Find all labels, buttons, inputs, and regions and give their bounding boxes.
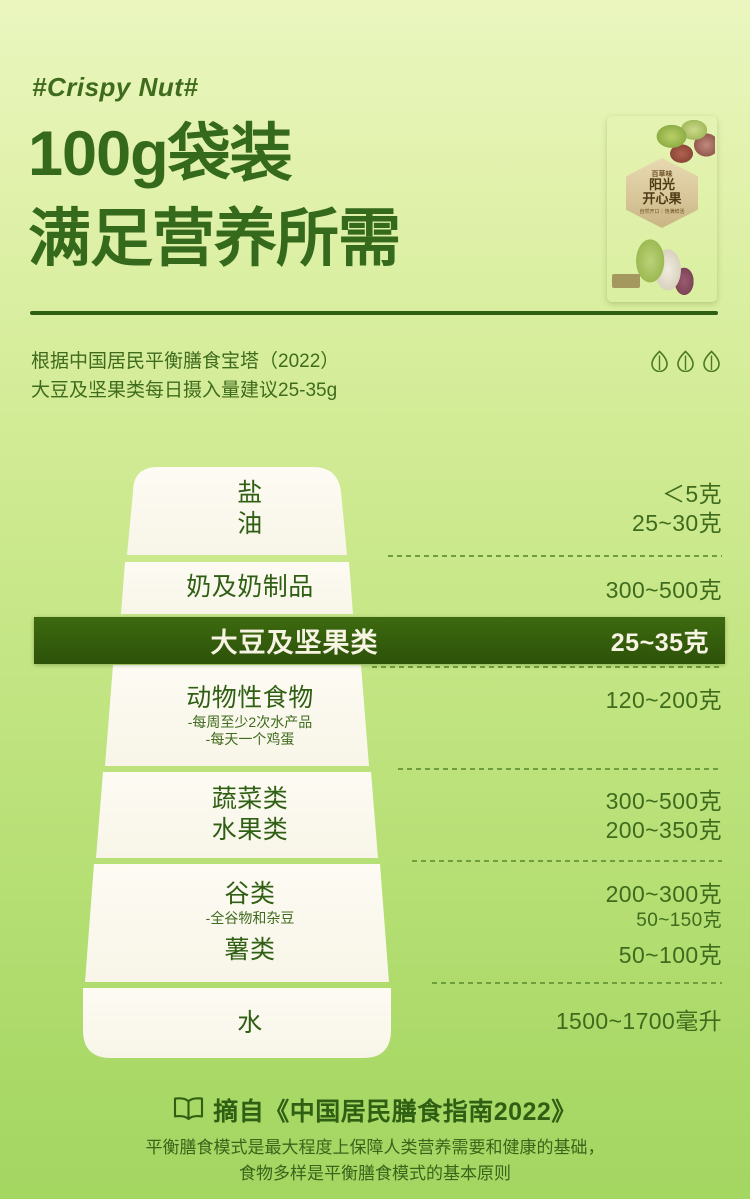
- citation-text: 摘自《中国居民膳食指南2022》: [213, 1098, 577, 1126]
- tier-vegetables-fruits-values: 300~500克 200~350克: [606, 787, 722, 845]
- leaf-icon: [651, 350, 668, 377]
- tier-water-values: 1500~1700毫升: [556, 1007, 722, 1036]
- pistachio-kernel-photo: [625, 234, 699, 298]
- footer-section: 摘自《中国居民膳食指南2022》 平衡膳食模式是最大程度上保障人类营养需要和健康…: [0, 1092, 750, 1188]
- tier-dairy-labels: 奶及奶制品: [0, 560, 500, 614]
- pyramid-shapes: [83, 467, 722, 1058]
- value: 300~500克: [605, 577, 722, 603]
- headline-line-1: 100g袋装: [28, 119, 293, 189]
- value: 25~30克: [632, 509, 722, 536]
- source-note: 根据中国居民平衡膳食宝塔（2022） 大豆及坚果类每日摄入量建议25-35g: [31, 348, 339, 406]
- citation-row: 摘自《中国居民膳食指南2022》: [0, 1092, 750, 1128]
- value: 50~100克: [618, 941, 722, 968]
- footer-note: 平衡膳食模式是最大程度上保障人类营养需要和健康的基础， 食物多样是平衡膳食模式的…: [0, 1135, 750, 1188]
- tier-grains-tubers-labels: 谷类 -全谷物和杂豆 薯类: [0, 863, 500, 982]
- headline-line-2: 满足营养所需: [28, 204, 401, 274]
- tier-animal-foods-labels: 动物性食物 -每周至少2次水产品 -每天一个鸡蛋: [0, 665, 500, 766]
- tier-water: 水: [0, 987, 500, 1060]
- product-package-image: 百草味 阳光 开心果 自然开口｜饱满鲜活: [607, 116, 717, 302]
- open-book-icon: [173, 1096, 204, 1125]
- value: 50~150克: [636, 909, 722, 931]
- leaf-icon: [677, 350, 694, 377]
- footer-note-line-1: 平衡膳食模式是最大程度上保障人类营养需要和健康的基础，: [145, 1138, 605, 1157]
- tier-label: 奶及奶制品: [186, 572, 314, 601]
- value: 120~200克: [605, 687, 722, 713]
- tier-grains-tubers: 谷类 -全谷物和杂豆 薯类: [0, 863, 500, 982]
- tier-label: 大豆及坚果类: [210, 628, 379, 658]
- tier-label: 水: [237, 1009, 263, 1038]
- hashtag-label: #Crispy Nut#: [32, 72, 199, 102]
- tier-salt-oil: 盐 油: [0, 462, 500, 555]
- tier-sublabel: -全谷物和杂豆: [205, 909, 295, 926]
- tier-salt-oil-labels: 盐 油: [0, 462, 500, 555]
- tier-label: 谷类: [224, 880, 276, 909]
- tier-grains-tubers-values: 200~300克 50~150克 50~100克: [606, 880, 722, 970]
- package-weight-badge: [612, 274, 640, 288]
- header-divider: [30, 311, 718, 315]
- food-pyramid-chart: 盐 油 ＜5克 25~30克 奶及奶制品 300~500克 动物性食物 -每周至…: [0, 462, 750, 1060]
- brand-name: 百草味: [651, 170, 673, 178]
- tier-water-labels: 水: [0, 987, 500, 1060]
- tier-label: 薯类: [224, 936, 276, 965]
- tier-animal-foods-values: 120~200克: [606, 686, 722, 715]
- value: ＜5克: [662, 481, 722, 507]
- product-name-line-2: 开心果: [642, 190, 682, 206]
- header-section: #Crispy Nut# 100g袋装 满足营养所需 百草味 阳光 开心果 自然…: [0, 0, 750, 330]
- tier-label: 盐: [237, 479, 263, 507]
- source-note-line-1: 根据中国居民平衡膳食宝塔（2022）: [31, 351, 340, 372]
- tier-soy-nuts-highlight: 大豆及坚果类 25~35克: [34, 617, 725, 664]
- tier-vegetables-fruits-labels: 蔬菜类 水果类: [0, 771, 500, 858]
- leaf-icon: [703, 350, 720, 377]
- footer-note-line-2: 食物多样是平衡膳食模式的基本原则: [239, 1164, 511, 1184]
- tier-sublabel: -每天一个鸡蛋: [205, 730, 295, 747]
- source-note-line-2: 大豆及坚果类每日摄入量建议25-35g: [31, 379, 338, 401]
- tier-vegetables-fruits: 蔬菜类 水果类: [0, 771, 500, 858]
- tier-animal-foods: 动物性食物 -每周至少2次水产品 -每天一个鸡蛋: [0, 665, 500, 766]
- value: 300~500克: [605, 788, 722, 814]
- tier-dairy: 奶及奶制品: [0, 560, 500, 614]
- value: 25~35克: [610, 628, 709, 657]
- tier-label: 油: [237, 509, 263, 538]
- value: 200~300克: [605, 881, 722, 907]
- leaf-icon-group: [651, 350, 720, 377]
- tier-dairy-values: 300~500克: [606, 576, 722, 605]
- tier-label: 水果类: [211, 815, 289, 844]
- tier-label: 动物性食物: [186, 684, 314, 713]
- tier-salt-oil-values: ＜5克 25~30克: [632, 480, 722, 538]
- product-name-line-1: 阳光: [648, 176, 675, 192]
- product-tagline: 自然开口｜饱满鲜活: [639, 209, 685, 216]
- tier-sublabel: -每周至少2次水产品: [187, 713, 313, 730]
- value: 1500~1700毫升: [555, 1008, 722, 1034]
- value: 200~350克: [605, 816, 722, 843]
- tier-label: 蔬菜类: [211, 785, 289, 813]
